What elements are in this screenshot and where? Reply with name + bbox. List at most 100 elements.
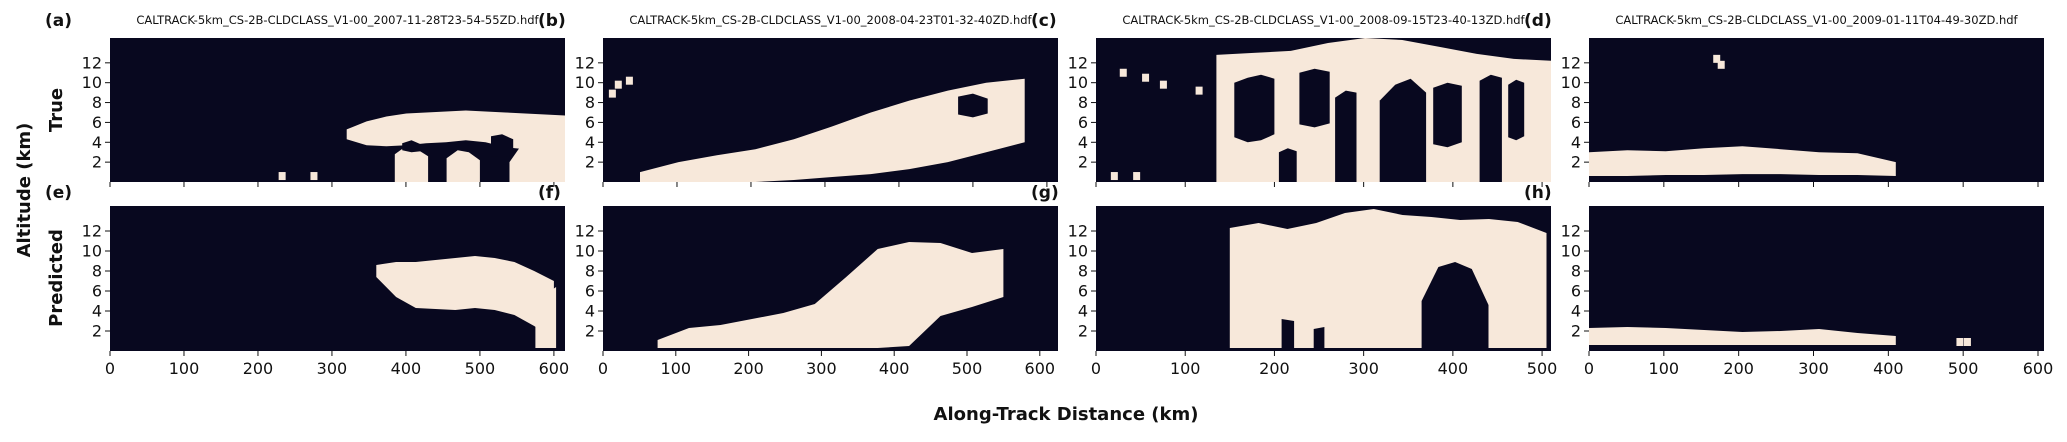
y-tick-label: 6 xyxy=(1571,113,1581,132)
y-tick-label: 4 xyxy=(1571,133,1581,152)
panel-title: CALTRACK-5km_CS-2B-CLDCLASS_V1-00_2007-1… xyxy=(136,13,539,27)
x-tick-label: 300 xyxy=(1348,359,1379,378)
cloud-mask-e xyxy=(376,256,557,348)
cloud-mask-d xyxy=(1589,54,1896,176)
y-tick-label: 10 xyxy=(1561,242,1581,261)
clear-gap xyxy=(1479,74,1502,182)
clear-gap xyxy=(1508,79,1525,141)
y-tick-label: 6 xyxy=(585,113,595,132)
cloud-mask-g xyxy=(1229,209,1547,351)
cloud-speck xyxy=(1119,68,1127,77)
y-tick-label: 4 xyxy=(92,133,102,152)
clear-gap xyxy=(1278,148,1297,182)
clear-gap xyxy=(1313,327,1325,351)
clear-gap xyxy=(958,93,988,118)
panel-letter: (d) xyxy=(1524,11,1552,31)
x-tick-label: 200 xyxy=(1259,359,1290,378)
x-tick-label: 200 xyxy=(243,359,274,378)
cloud-speck xyxy=(1195,86,1203,95)
y-tick-label: 2 xyxy=(1078,153,1088,172)
clear-gap xyxy=(1281,319,1295,351)
y-tick-label: 6 xyxy=(1078,113,1088,132)
y-tick-label: 10 xyxy=(82,73,102,92)
x-tick-label: 100 xyxy=(661,359,692,378)
y-tick-label: 10 xyxy=(575,242,595,261)
clear-gap xyxy=(1335,90,1357,182)
x-axis-label: Along-Track Distance (km) xyxy=(934,404,1199,425)
cloud-speck xyxy=(1142,73,1150,82)
cloud-region xyxy=(1589,146,1896,176)
y-tick-label: 2 xyxy=(585,322,595,341)
x-tick-label: 400 xyxy=(1873,359,1904,378)
cloud-mask-f xyxy=(657,242,1004,348)
y-tick-label: 4 xyxy=(1571,302,1581,321)
cloud-speck xyxy=(1110,172,1118,181)
panel-title: CALTRACK-5km_CS-2B-CLDCLASS_V1-00_2008-0… xyxy=(629,13,1032,27)
y-tick-label: 4 xyxy=(585,133,595,152)
panel-letter: (c) xyxy=(1031,11,1057,31)
clear-gap xyxy=(402,140,421,153)
cloud-mask-h xyxy=(1589,327,1971,346)
x-tick-label: 500 xyxy=(465,359,496,378)
y-tick-label: 2 xyxy=(92,153,102,172)
cloud-region xyxy=(509,122,565,182)
cloud-speck xyxy=(1713,54,1721,63)
y-tick-label: 10 xyxy=(575,73,595,92)
cloud-mask-b xyxy=(608,76,1025,182)
cloud-speck xyxy=(310,172,318,181)
x-tick-label: 400 xyxy=(391,359,422,378)
clear-gap xyxy=(1433,82,1462,148)
clear-gap xyxy=(1421,262,1489,351)
x-tick-label: 500 xyxy=(1948,359,1979,378)
y-tick-label: 2 xyxy=(585,153,595,172)
x-tick-label: 600 xyxy=(1025,359,1056,378)
cloud-mask-c xyxy=(1110,38,1551,182)
x-tick-label: 100 xyxy=(1170,359,1201,378)
cloud-region xyxy=(394,146,429,182)
cloud-speck xyxy=(1956,338,1964,346)
panel-letter: (g) xyxy=(1031,183,1059,203)
x-tick-label: 300 xyxy=(806,359,837,378)
x-tick-label: 0 xyxy=(1584,359,1594,378)
y-tick-label: 6 xyxy=(1571,282,1581,301)
cloud-region xyxy=(1229,209,1547,348)
cloud-speck xyxy=(608,89,616,98)
y-tick-label: 6 xyxy=(1078,282,1088,301)
y-tick-label: 12 xyxy=(1068,222,1088,241)
y-tick-label: 8 xyxy=(585,262,595,281)
cloud-region xyxy=(376,256,554,339)
y-tick-label: 8 xyxy=(92,262,102,281)
clear-gap xyxy=(1299,68,1330,128)
y-tick-label: 8 xyxy=(92,93,102,112)
clear-sky-background xyxy=(110,38,565,182)
y-tick-label: 12 xyxy=(1068,53,1088,72)
x-tick-label: 300 xyxy=(1798,359,1829,378)
clear-sky-background xyxy=(1589,206,2044,351)
y-tick-label: 2 xyxy=(1571,322,1581,341)
y-tick-label: 4 xyxy=(92,302,102,321)
cloud-region xyxy=(640,78,1025,182)
y-tick-label: 4 xyxy=(585,302,595,321)
y-tick-label: 6 xyxy=(92,282,102,301)
cloud-mask-a xyxy=(278,110,565,182)
clear-gap xyxy=(1379,78,1427,182)
cloud-speck xyxy=(614,80,622,89)
x-tick-label: 0 xyxy=(1091,359,1101,378)
y-tick-label: 8 xyxy=(585,93,595,112)
cloud-speck xyxy=(1133,172,1141,181)
x-tick-label: 200 xyxy=(1723,359,1754,378)
cloud-speck xyxy=(1963,338,1971,346)
y-tick-label: 12 xyxy=(82,222,102,241)
y-tick-label: 6 xyxy=(92,113,102,132)
x-tick-label: 100 xyxy=(1649,359,1680,378)
cloud-region xyxy=(446,150,480,182)
panel-title: CALTRACK-5km_CS-2B-CLDCLASS_V1-00_2009-0… xyxy=(1615,13,2018,27)
y-tick-label: 12 xyxy=(82,53,102,72)
